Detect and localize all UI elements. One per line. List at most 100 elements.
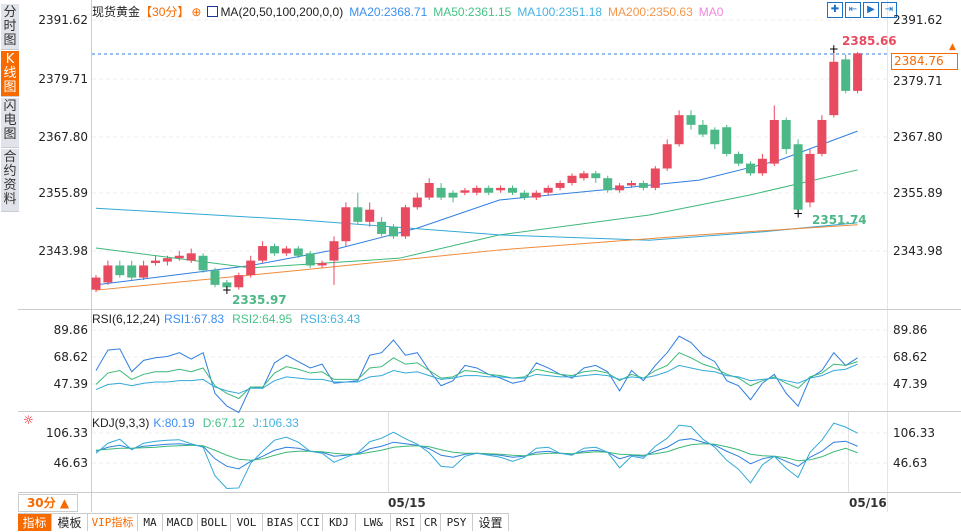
panel-divider	[18, 411, 961, 412]
candle-body	[603, 178, 613, 191]
tab-cci[interactable]: CCI	[298, 513, 323, 531]
candle-body	[234, 275, 244, 288]
date-label: 05/16	[849, 496, 887, 510]
ma20-line	[95, 130, 858, 286]
low-marker: +	[222, 283, 232, 297]
candle-body	[198, 255, 208, 271]
indicator-icon[interactable]	[207, 6, 219, 17]
period-select[interactable]: 30分 ▲	[18, 494, 78, 512]
candle-body	[484, 187, 494, 193]
candle-body	[400, 207, 410, 237]
zoom-in-icon[interactable]: ⇤	[845, 2, 861, 18]
tab-macd[interactable]: MACD	[163, 513, 198, 531]
symbol-name: 现货黄金	[92, 5, 141, 19]
price-label: 2355.89	[893, 186, 943, 200]
kdj-k-value: K:80.19	[153, 416, 195, 430]
add-icon[interactable]: ⊕	[191, 5, 202, 19]
next-icon[interactable]: ▶	[863, 2, 879, 18]
kdj-d-value: D:67.12	[202, 416, 245, 430]
rsi-params[interactable]: RSI(6,12,24)	[92, 312, 161, 326]
candle-body	[91, 277, 101, 290]
candle-body	[686, 115, 696, 125]
kdj-params[interactable]: KDJ(9,3,3)	[92, 416, 150, 430]
exit-icon[interactable]: ⇥	[881, 2, 897, 18]
candle-body	[817, 119, 827, 154]
candle-body	[591, 173, 601, 179]
tab-kline-chart[interactable]: K线图	[1, 51, 19, 97]
price-label: 2379.71	[893, 74, 943, 88]
tab-templates[interactable]: 模板	[52, 513, 88, 531]
tab-cr[interactable]: CR	[421, 513, 441, 531]
candle-body	[329, 241, 339, 261]
tab-psy[interactable]: PSY	[441, 513, 473, 531]
candle-body	[627, 183, 636, 186]
rsi3-line	[95, 363, 858, 394]
candle-body	[710, 129, 720, 145]
candle-body	[674, 115, 684, 145]
expand-up-icon[interactable]: ▲	[949, 42, 956, 52]
candle-body	[496, 187, 506, 191]
main-legend: 现货黄金【30分】 ⊕ MA(20,50,100,200,0,0) MA20:2368…	[92, 3, 729, 20]
rsi-legend: RSI(6,12,24) RSI1:67.83 RSI2:64.95 RSI3:63.…	[92, 312, 368, 326]
ma-params[interactable]: MA(20,50,100,200,0,0)	[220, 5, 344, 19]
tab-rsi[interactable]: RSI	[391, 513, 421, 531]
tab-kdj[interactable]: KDJ	[323, 513, 356, 531]
candle-body	[793, 144, 803, 210]
candle-body	[174, 255, 184, 259]
panel-divider	[18, 309, 961, 310]
candle-body	[579, 173, 589, 179]
candle-body	[258, 246, 268, 261]
price-label: 2343.98	[38, 244, 88, 258]
candle-body	[650, 168, 660, 188]
candle-body	[567, 175, 577, 184]
price-label: 2379.71	[38, 72, 88, 86]
candle-body	[460, 190, 470, 193]
kdj-d-line	[95, 443, 858, 462]
tab-indicators[interactable]: 指标	[18, 513, 52, 531]
tab-contract-info[interactable]: 合约资料	[1, 149, 19, 212]
candle-body	[115, 265, 125, 276]
ma100-value: MA100:2351.18	[517, 5, 603, 19]
tab-vip-indicators[interactable]: VIP指标	[88, 513, 138, 531]
price-label: 2343.98	[893, 244, 943, 258]
price-label: 2367.80	[38, 130, 88, 144]
tab-bias[interactable]: BIAS	[263, 513, 298, 531]
tab-vol[interactable]: VOL	[231, 513, 263, 531]
candle-body	[246, 260, 256, 276]
date-gridline	[848, 412, 849, 492]
rsi1-line	[95, 335, 858, 414]
candle-body	[698, 124, 708, 135]
date-label: 05/15	[388, 496, 426, 510]
high-annotation: 2385.66	[842, 34, 897, 48]
current-price-tag: 2384.76	[891, 53, 958, 70]
tab-flash-chart[interactable]: 闪电图	[1, 98, 19, 148]
kdj-j-line	[95, 422, 858, 489]
ma100-line	[95, 207, 858, 241]
ma200-line	[95, 224, 858, 291]
candle-body	[151, 260, 160, 264]
tab-time-chart[interactable]: 分时图	[1, 4, 19, 50]
candle-body	[162, 258, 172, 262]
candle-body	[305, 253, 315, 266]
candle-body	[353, 207, 363, 222]
tab-settings[interactable]: 设置	[473, 513, 509, 531]
crosshair-icon[interactable]: ✚	[827, 2, 843, 18]
period-label[interactable]: 【30分】	[140, 5, 190, 19]
candle-body	[829, 61, 839, 116]
kdj-j-value: J:106.33	[252, 416, 299, 430]
tab-boll[interactable]: BOLL	[198, 513, 231, 531]
kdj-legend: KDJ(9,3,3) K:80.19 D:67.12 J:106.33	[92, 416, 307, 430]
kdj-label: 46.63	[53, 456, 88, 470]
panel-divider	[18, 492, 961, 493]
low-annotation: 2351.74	[812, 213, 867, 227]
tab-lw[interactable]: LW&	[356, 513, 391, 531]
ma20-value: MA20:2368.71	[349, 5, 428, 19]
ma0-value: MA0	[698, 5, 724, 19]
rsi-label: 47.39	[53, 377, 88, 391]
right-axis-border	[887, 0, 888, 512]
tab-ma[interactable]: MA	[138, 513, 163, 531]
candle-body	[222, 282, 232, 288]
candle-body	[757, 158, 767, 174]
settings-sun-icon[interactable]: ☼	[23, 413, 34, 427]
